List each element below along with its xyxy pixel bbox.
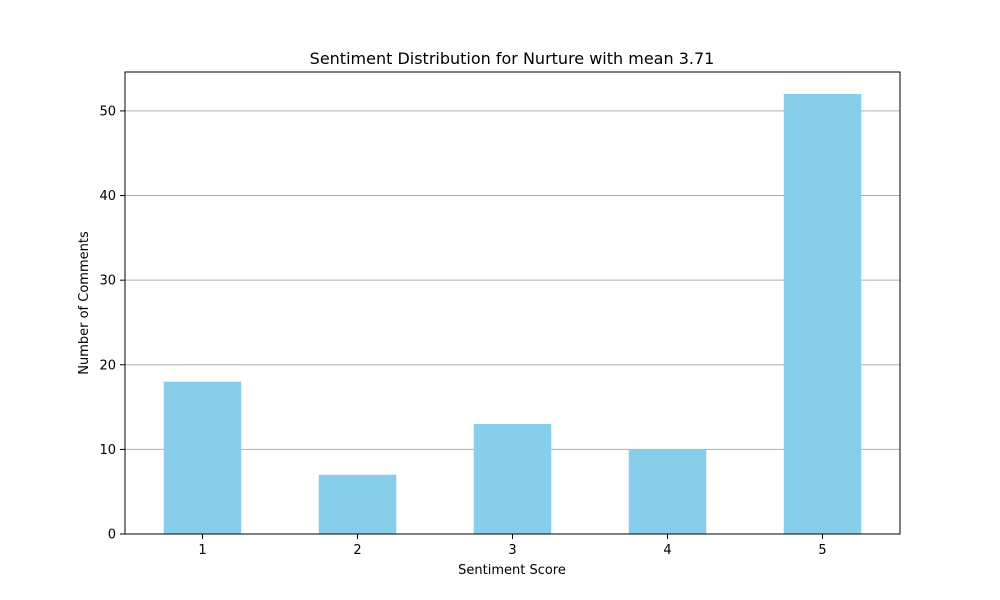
- x-axis-ticks: 1 2 3 4 5: [198, 534, 827, 558]
- bars: [163, 94, 862, 534]
- y-tick-label: 40: [99, 189, 116, 204]
- bar-4: [628, 449, 707, 534]
- x-tick-label: 2: [353, 543, 361, 558]
- y-tick-label: 10: [99, 443, 116, 458]
- y-axis-ticks: 0 10 20 30 40 50: [99, 104, 125, 543]
- y-tick-label: 0: [108, 528, 116, 543]
- bar-5: [783, 94, 862, 534]
- y-axis-label: Number of Comments: [77, 231, 92, 375]
- x-tick-label: 5: [818, 543, 826, 558]
- bar-1: [163, 381, 242, 534]
- x-axis-label: Sentiment Score: [458, 563, 566, 578]
- y-tick-label: 50: [99, 104, 116, 119]
- bar-2: [318, 474, 397, 534]
- chart-title: Sentiment Distribution for Nurture with …: [310, 49, 715, 68]
- x-tick-label: 1: [198, 543, 206, 558]
- y-tick-label: 20: [99, 358, 116, 373]
- y-tick-label: 30: [99, 274, 116, 289]
- bar-3: [473, 424, 552, 534]
- x-tick-label: 4: [663, 543, 671, 558]
- x-tick-label: 3: [508, 543, 516, 558]
- y-gridlines: [125, 110, 900, 450]
